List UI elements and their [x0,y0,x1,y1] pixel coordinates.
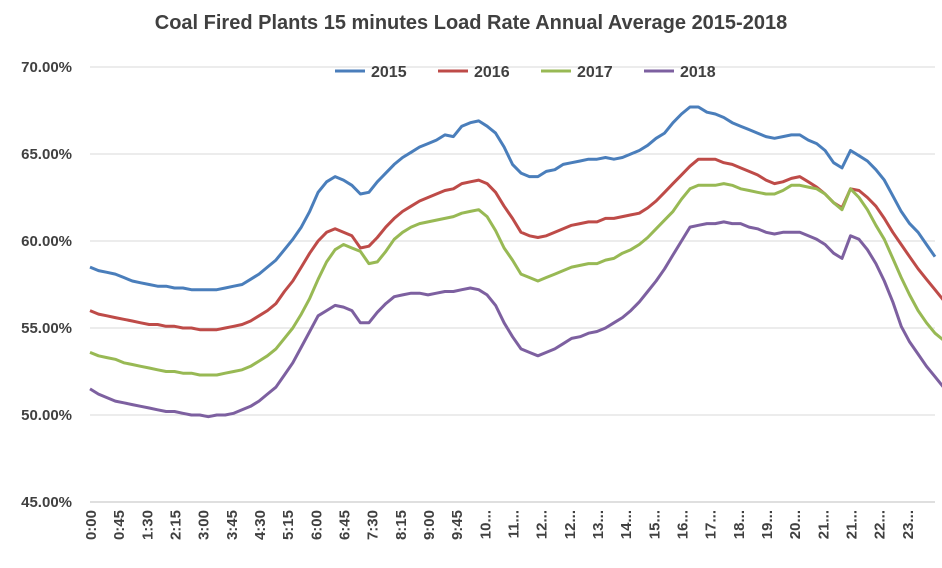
chart-title: Coal Fired Plants 15 minutes Load Rate A… [154,12,788,34]
x-tick-label: 12... [534,510,551,539]
gridlines [90,66,935,503]
x-tick-label: 17... [703,510,720,539]
x-tick-label: 8:15 [393,510,410,540]
x-tick-label: 19... [759,510,776,539]
series-lines [89,105,942,419]
x-tick-label: 23... [900,510,917,539]
x-tick-label: 20... [787,510,804,539]
x-tick-label: 1:30 [139,510,156,540]
x-tick-label: 6:45 [337,510,354,540]
x-tick-label: 5:15 [280,510,297,540]
x-tick-label: 12... [562,510,579,539]
x-tick-label: 0:00 [83,510,100,540]
y-tick-label: 70.00% [21,59,72,76]
axes: 45.00% 50.00% 55.00% 60.00% 65.00% 70.00% 0:00… [21,59,935,540]
series-line-2015 [89,105,937,292]
x-tick-label: 9:45 [449,510,466,540]
y-tick-label: 55.00% [21,320,72,337]
x-tick-label: 2:15 [168,510,185,540]
x-tick-label: 22... [872,510,889,539]
series-line-2018 [89,220,942,419]
y-tick-label: 65.00% [21,146,72,163]
legend: 2015 2016 2017 2018 [335,64,716,81]
x-tick-label: 16... [675,510,692,539]
x-tick-label: 3:45 [224,510,241,540]
x-tick-label: 7:30 [365,510,382,540]
legend-label-2018: 2018 [680,64,716,81]
x-tick-label: 21... [815,510,832,539]
legend-label-2015: 2015 [371,64,407,81]
x-tick-label: 21... [844,510,861,539]
x-tick-label: 10... [477,510,494,539]
legend-label-2017: 2017 [577,64,613,81]
x-tick-label: 11... [506,510,523,538]
x-tick-label: 0:45 [111,510,128,540]
y-tick-label: 45.00% [21,494,72,511]
x-tick-label: 13... [590,510,607,539]
x-tick-label: 6:00 [308,510,325,540]
y-tick-label: 60.00% [21,233,72,250]
x-tick-label: 9:00 [421,510,438,540]
x-tick-label: 4:30 [252,510,269,540]
series-line-2016 [89,157,942,332]
y-tick-label: 50.00% [21,407,72,424]
x-tick-label: 18... [731,510,748,539]
x-tick-label: 14... [618,510,635,539]
legend-label-2016: 2016 [474,64,510,81]
x-tick-label: 15... [646,510,663,539]
series-line-2017 [89,182,942,377]
x-tick-label: 3:00 [196,510,213,540]
